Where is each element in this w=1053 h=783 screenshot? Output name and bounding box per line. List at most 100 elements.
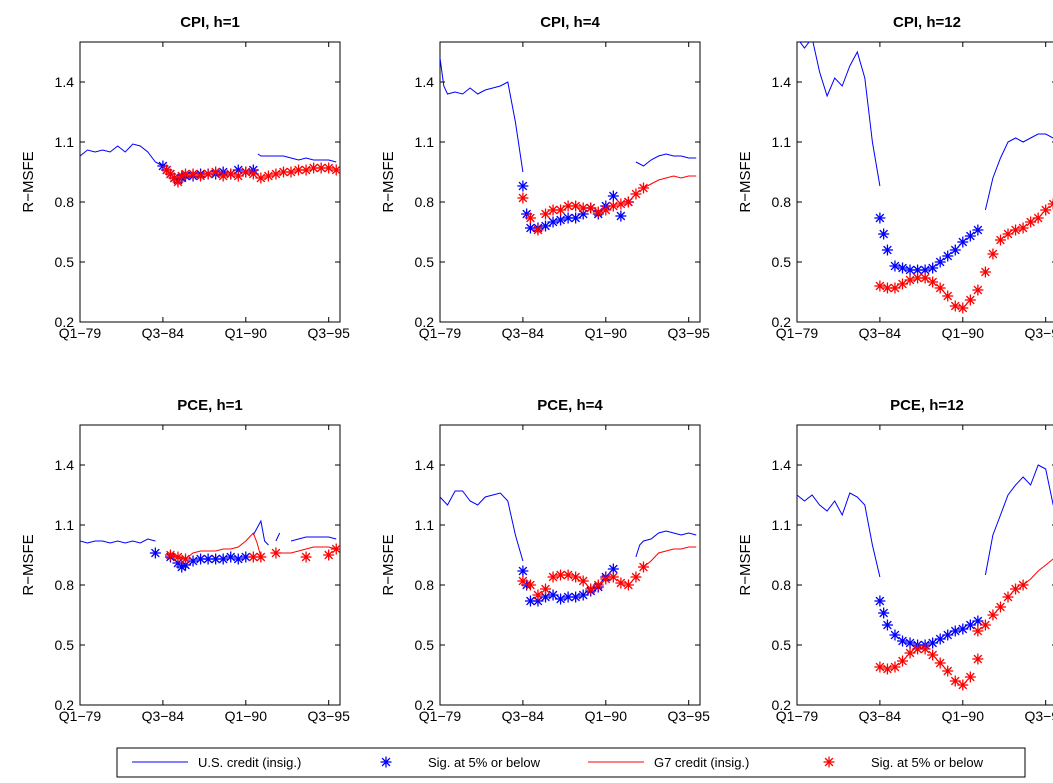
data-marker <box>897 655 909 667</box>
series-line <box>1022 558 1053 586</box>
chart-panel-3: CPI, h=12 0.2 0.5 0.8 1.1 1.4 Q1−79 Q3−84 Q1−90 Q… <box>737 14 1053 341</box>
data-marker <box>904 637 916 649</box>
y-tick-label: 0.5 <box>415 254 435 270</box>
data-marker-stroke <box>973 626 983 636</box>
data-marker-stroke <box>1048 203 1053 209</box>
data-marker-stroke <box>905 648 915 658</box>
data-marker-stroke <box>890 630 900 640</box>
data-marker <box>949 625 961 637</box>
x-tick-label: Q3−84 <box>502 325 545 341</box>
data-marker <box>232 553 244 565</box>
data-marker-stroke <box>928 650 938 660</box>
y-tick-label: 0.8 <box>415 577 435 593</box>
data-marker-stroke <box>248 169 258 179</box>
data-marker <box>622 196 634 208</box>
chart-panel-6: PCE, h=12 0.2 0.5 0.8 1.1 1.4 Q1−79 Q3−84 Q1−90 Q… <box>737 397 1053 724</box>
y-tick-label: 0.2 <box>772 697 792 713</box>
x-tick-label: Q3−95 <box>307 325 350 341</box>
y-axis-label: R−MSFE <box>380 151 397 212</box>
data-marker <box>994 234 1006 246</box>
data-marker-stroke <box>233 171 243 181</box>
data-marker <box>979 266 991 278</box>
data-marker-stroke <box>875 596 885 606</box>
data-marker <box>1017 222 1029 234</box>
chart-panel-2: CPI, h=4 0.2 0.5 0.8 1.1 1.4 Q1−79 Q3−84 Q1−90 Q3… <box>380 14 710 341</box>
x-tick-label: Q1−90 <box>225 325 268 341</box>
data-marker <box>149 547 161 559</box>
data-marker-stroke <box>533 225 543 235</box>
data-marker-stroke <box>973 285 983 295</box>
y-tick-label: 1.1 <box>415 517 435 533</box>
data-marker <box>187 168 199 180</box>
data-marker <box>630 188 642 200</box>
legend-label: Sig. at 5% or below <box>871 755 984 770</box>
data-marker-stroke <box>920 273 930 283</box>
data-marker <box>637 182 649 194</box>
data-marker-stroke <box>226 552 236 562</box>
data-marker <box>555 204 567 216</box>
data-marker-stroke <box>950 301 960 311</box>
data-marker <box>889 629 901 641</box>
data-marker-stroke <box>928 638 938 648</box>
data-marker-stroke <box>518 566 528 576</box>
data-marker <box>934 657 946 669</box>
data-marker-stroke <box>965 620 975 630</box>
data-marker-stroke <box>226 169 236 179</box>
data-marker <box>240 166 252 178</box>
data-marker <box>555 593 567 605</box>
data-marker-stroke <box>879 229 889 239</box>
data-marker-stroke <box>935 634 945 644</box>
y-tick-label: 1.1 <box>55 134 75 150</box>
data-marker-stroke <box>586 584 596 594</box>
data-marker <box>987 248 999 260</box>
data-marker-stroke <box>935 257 945 267</box>
series-line <box>643 546 697 568</box>
data-marker <box>630 571 642 583</box>
data-marker-stroke <box>316 163 326 173</box>
data-marker <box>187 555 199 567</box>
data-marker-stroke <box>943 630 953 640</box>
data-marker <box>540 220 552 232</box>
plot-frame <box>439 424 701 706</box>
data-marker-stroke <box>324 163 334 173</box>
y-tick-label: 0.5 <box>772 637 792 653</box>
data-marker-stroke <box>1018 223 1028 233</box>
data-marker-stroke <box>173 177 183 187</box>
data-marker <box>517 575 529 587</box>
series-line <box>80 143 164 167</box>
plot-frame <box>796 424 1053 706</box>
data-marker <box>949 675 961 687</box>
data-marker <box>972 284 984 296</box>
y-tick-label: 1.1 <box>772 134 792 150</box>
data-marker <box>874 661 886 673</box>
data-marker-stroke <box>518 193 528 203</box>
data-marker <box>1010 583 1022 595</box>
data-marker <box>972 653 984 665</box>
data-marker <box>247 168 259 180</box>
data-marker <box>270 168 282 180</box>
data-marker-stroke <box>196 554 205 564</box>
data-marker <box>919 272 931 284</box>
data-marker-stroke <box>1011 584 1020 594</box>
data-marker <box>547 204 559 216</box>
data-marker-stroke <box>883 245 892 255</box>
data-marker-stroke <box>624 197 633 207</box>
data-marker-stroke <box>883 620 892 630</box>
data-marker-stroke <box>294 165 303 175</box>
data-marker <box>607 200 619 212</box>
series-line <box>290 536 337 542</box>
data-marker <box>972 224 984 236</box>
data-marker-stroke <box>563 213 573 223</box>
data-marker <box>874 212 886 224</box>
data-marker-stroke <box>875 213 885 223</box>
data-marker <box>210 166 222 178</box>
data-marker <box>540 208 552 220</box>
data-marker <box>524 595 536 607</box>
y-tick-label: 0.5 <box>772 254 792 270</box>
legend-item: Sig. at 5% or below <box>823 755 984 770</box>
data-marker-stroke <box>518 181 528 191</box>
y-tick-label: 0.2 <box>55 314 75 330</box>
data-marker <box>532 224 544 236</box>
data-marker-stroke <box>526 213 535 223</box>
data-marker-stroke <box>624 580 633 590</box>
